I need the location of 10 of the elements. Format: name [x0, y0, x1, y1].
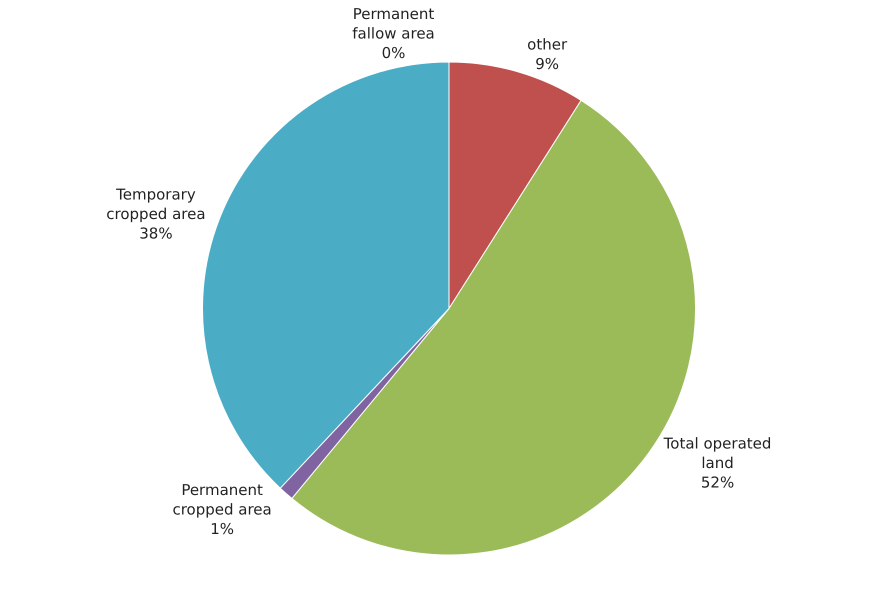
slice-label: Permanent cropped area — [172, 480, 272, 518]
slice-label: Total operated land — [662, 434, 772, 472]
slice-label: other — [527, 36, 568, 54]
text: 0% — [382, 44, 406, 62]
data-label: 38% — [139, 224, 173, 242]
data-label: 9% — [535, 55, 560, 74]
category-label: Permanent fallow area — [352, 5, 435, 42]
data-label: 1% — [210, 520, 234, 538]
data-label: 52% — [700, 474, 734, 492]
slice-label: Temporary cropped area — [106, 185, 206, 223]
